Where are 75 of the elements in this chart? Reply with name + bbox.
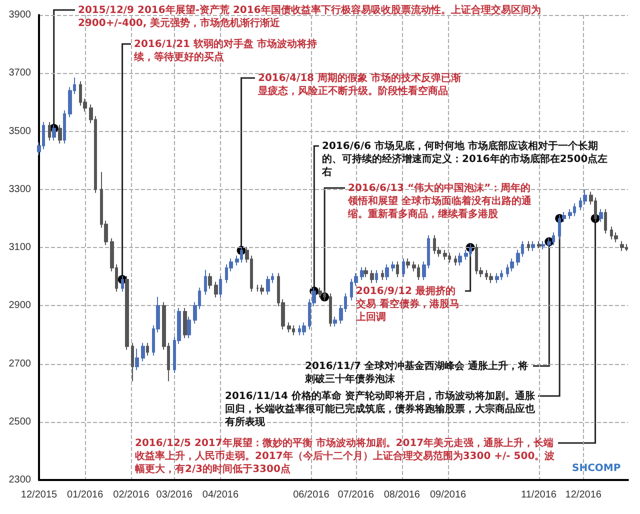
candlestick [135, 348, 139, 371]
candlestick [396, 260, 399, 278]
x-tick-label: 12/2016 [565, 490, 602, 500]
x-tick-label: 12/2015 [20, 490, 58, 500]
candlestick [58, 124, 62, 144]
annotation: 2016/9/12 最拥挤的交易 看空债券，港股马上回调 [356, 285, 460, 324]
annotation: 2016/11/14 价格的革命 资产轮动即将开启，市场波动将加剧。通胀回归，长端收益率很可能已完成筑底，债券将跑输股票，大宗商品应也有所表现 [225, 390, 535, 429]
candlestick [537, 240, 541, 249]
x-tick-label: 01/2016 [67, 490, 104, 500]
candlestick [375, 270, 378, 284]
candlestick [599, 208, 603, 222]
candlestick [141, 342, 145, 362]
x-tick-label: 11/2016 [521, 490, 557, 500]
annotation: 2016/12/5 2017年展望：微妙的平衡 市场波动将加剧。2017年美元走强，通胀上升，长端收益率上升，人民币走弱。2017年（今后十二个月）上证合理交易范围为3300 +/- 500。波幅更大，有2/3的时间低于3300点 [135, 437, 555, 476]
y-tick-label: 3700 [8, 68, 32, 79]
candlestick [620, 240, 624, 252]
candlestick [370, 270, 374, 284]
y-tick-label: 3900 [8, 10, 32, 20]
x-tick-label: 02/2016 [113, 490, 150, 500]
candlestick [381, 270, 384, 281]
x-tick-label: 03/2016 [156, 490, 193, 500]
candlestick [266, 275, 270, 296]
x-tick-label: 09/2016 [430, 490, 467, 500]
annotation: 2016/6/13 “伟大的中国泡沫”：周年的领悟和展望 全球市场面临着没有出路的通缩。重新看多商品，继续看多港股 [348, 182, 532, 221]
candlestick [402, 258, 405, 278]
candlestick [360, 266, 364, 281]
x-tick-label: 08/2016 [384, 490, 420, 500]
candlestick [302, 322, 306, 336]
x-tick-label: 07/2016 [338, 490, 374, 500]
candlestick [183, 307, 187, 339]
candlestick [541, 240, 545, 250]
candlestick [318, 287, 322, 298]
candlestick [219, 275, 222, 298]
candlestick [260, 284, 264, 296]
annotation: 2015/12/9 2016年展望-资产荒 2016年国债收益率下行极容易吸收股票流动性。上证合理交易区间为2900+/-400, 美元强势，市场危机渐行渐近 [78, 4, 542, 30]
candlestick [443, 249, 447, 260]
annotation: 2016/4/18 周期的假象 市场的技术反弹已渐显疲态，风险正不断升级。阶段性看空商品 [258, 72, 462, 98]
annotation: 2016/1/21 软弱的对手盘 市场波动将持续，等待更好的买点 [134, 38, 318, 64]
candlestick [333, 316, 337, 328]
candlestick [187, 316, 191, 339]
candlestick [454, 255, 457, 266]
candlestick [131, 342, 134, 382]
annotation: 2016/6/6 市场见底，何时何地 市场底部应该相对于一个长期的、可持续的经济增速而定义：2016年的市场底部在2500点左右 [322, 140, 609, 179]
y-tick-label: 2500 [8, 416, 32, 428]
y-tick-label: 2900 [8, 300, 32, 312]
candlestick [146, 342, 149, 356]
candlestick [48, 121, 51, 142]
candlestick [287, 322, 291, 333]
candlestick [329, 292, 332, 328]
y-tick-label: 2700 [8, 358, 32, 370]
candlestick [214, 281, 218, 298]
annotation: SHCOMP [572, 462, 621, 475]
candlestick [527, 240, 530, 252]
x-tick-label: 04/2016 [202, 490, 239, 500]
y-tick-label: 3500 [8, 126, 32, 137]
candlestick [458, 252, 462, 266]
candlestick [364, 266, 368, 278]
candlestick [406, 258, 410, 269]
candlestick [489, 272, 493, 284]
candlestick [63, 110, 66, 144]
y-tick-label: 3100 [8, 242, 32, 253]
candlestick [391, 260, 395, 272]
x-tick-label: 06/2016 [293, 490, 330, 500]
y-tick-label: 3300 [8, 184, 32, 195]
candlestick [385, 264, 389, 281]
candlestick [495, 272, 499, 284]
candlestick [604, 208, 607, 234]
candlestick [52, 124, 56, 142]
candlestick [208, 272, 212, 290]
candlestick [125, 275, 129, 350]
annotation: 2016/11/7 全球对冲基金西湖峰会 通胀上升，将刺破三十年债券泡沫 [305, 360, 529, 386]
y-tick-label: 2300 [8, 474, 32, 486]
candlestick [204, 269, 207, 296]
candlestick [121, 275, 124, 292]
candlestick [531, 240, 535, 252]
